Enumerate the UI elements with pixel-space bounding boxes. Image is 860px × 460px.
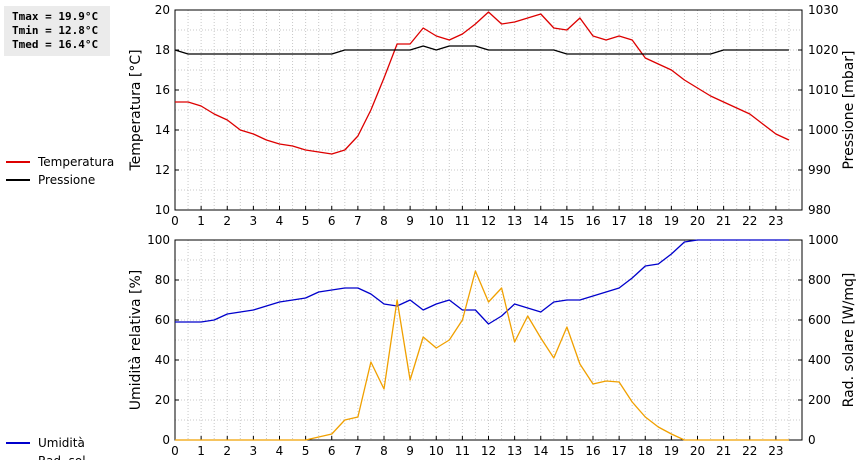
y-left-tick-label: 20 <box>155 3 170 17</box>
x-tick-label: 10 <box>429 214 444 228</box>
y-right-tick-label: 0 <box>808 433 816 447</box>
y-left-tick-label: 10 <box>155 203 170 217</box>
x-tick-label: 2 <box>223 444 231 458</box>
x-tick-label: 19 <box>664 444 679 458</box>
y-right-tick-label: 200 <box>808 393 831 407</box>
tmed-label: Tmed = 16.4°C <box>12 38 99 51</box>
y-left-tick-label: 0 <box>162 433 170 447</box>
y-axis-title-left: Temperatura [°C] <box>128 49 144 171</box>
x-tick-label: 17 <box>611 444 626 458</box>
series-line-pressione <box>174 45 789 55</box>
x-tick-label: 13 <box>507 444 522 458</box>
x-tick-label: 4 <box>276 444 284 458</box>
x-tick-label: 7 <box>354 444 362 458</box>
x-tick-label: 0 <box>171 214 179 228</box>
y-right-tick-label: 600 <box>808 313 831 327</box>
x-tick-label: 16 <box>585 214 600 228</box>
x-tick-label: 4 <box>276 214 284 228</box>
y-left-tick-label: 20 <box>155 393 170 407</box>
x-tick-label: 22 <box>742 444 757 458</box>
x-tick-label: 15 <box>559 214 574 228</box>
x-tick-label: 20 <box>690 444 705 458</box>
legend-label: Rad. sol. <box>38 454 89 460</box>
x-tick-label: 11 <box>455 214 470 228</box>
y-right-tick-label: 400 <box>808 353 831 367</box>
x-tick-label: 8 <box>380 214 388 228</box>
x-tick-label: 21 <box>716 444 731 458</box>
y-left-tick-label: 16 <box>155 83 170 97</box>
x-tick-label: 12 <box>481 214 496 228</box>
legend-label: Umidità <box>38 436 85 450</box>
y-axis-title-left: Umidità relativa [%] <box>128 270 144 411</box>
stats-box: Tmax = 19.9°C Tmin = 12.8°C Tmed = 16.4°… <box>4 6 110 56</box>
series-line-umidit <box>175 239 789 325</box>
x-tick-label: 19 <box>664 214 679 228</box>
x-tick-label: 6 <box>328 444 336 458</box>
x-tick-label: 6 <box>328 214 336 228</box>
x-tick-label: 23 <box>768 444 783 458</box>
y-right-tick-label: 1020 <box>808 43 839 57</box>
y-left-tick-label: 18 <box>155 43 170 57</box>
legend-label: Temperatura <box>37 155 114 169</box>
x-tick-label: 3 <box>250 444 258 458</box>
x-tick-label: 12 <box>481 444 496 458</box>
y-left-tick-label: 12 <box>155 163 170 177</box>
y-right-tick-label: 1010 <box>808 83 839 97</box>
y-right-tick-label: 1030 <box>808 3 839 17</box>
y-left-tick-label: 14 <box>155 123 170 137</box>
x-tick-label: 18 <box>638 444 653 458</box>
x-tick-label: 9 <box>406 214 414 228</box>
y-right-tick-label: 1000 <box>808 123 839 137</box>
x-tick-label: 18 <box>638 214 653 228</box>
y-axis-title-right: Pressione [mbar] <box>841 50 857 169</box>
x-tick-label: 10 <box>429 444 444 458</box>
x-tick-label: 16 <box>585 444 600 458</box>
x-tick-label: 1 <box>197 214 205 228</box>
x-tick-label: 3 <box>250 214 258 228</box>
x-tick-label: 17 <box>611 214 626 228</box>
x-tick-label: 14 <box>533 214 548 228</box>
x-tick-label: 22 <box>742 214 757 228</box>
x-tick-label: 20 <box>690 214 705 228</box>
y-left-tick-label: 100 <box>147 233 170 247</box>
x-tick-label: 9 <box>406 444 414 458</box>
x-tick-label: 23 <box>768 214 783 228</box>
y-left-tick-label: 60 <box>155 313 170 327</box>
x-tick-label: 21 <box>716 214 731 228</box>
x-tick-label: 13 <box>507 214 522 228</box>
y-right-tick-label: 990 <box>808 163 831 177</box>
y-right-tick-label: 980 <box>808 203 831 217</box>
tmax-label: Tmax = 19.9°C <box>12 10 99 23</box>
x-tick-label: 1 <box>197 444 205 458</box>
x-tick-label: 5 <box>302 444 310 458</box>
x-tick-label: 5 <box>302 214 310 228</box>
y-left-tick-label: 80 <box>155 273 170 287</box>
y-left-tick-label: 40 <box>155 353 170 367</box>
y-axis-title-right: Rad. solare [W/mq] <box>841 273 857 408</box>
series-line-temperatura <box>175 11 790 155</box>
series-line-rad-sol <box>175 270 789 441</box>
x-tick-label: 8 <box>380 444 388 458</box>
x-tick-label: 0 <box>171 444 179 458</box>
x-tick-label: 11 <box>455 444 470 458</box>
x-tick-label: 15 <box>559 444 574 458</box>
x-tick-label: 7 <box>354 214 362 228</box>
y-right-tick-label: 800 <box>808 273 831 287</box>
y-right-tick-label: 1000 <box>808 233 839 247</box>
tmin-label: Tmin = 12.8°C <box>12 24 99 37</box>
x-tick-label: 2 <box>223 214 231 228</box>
x-tick-label: 14 <box>533 444 548 458</box>
legend-label: Pressione <box>38 173 95 187</box>
